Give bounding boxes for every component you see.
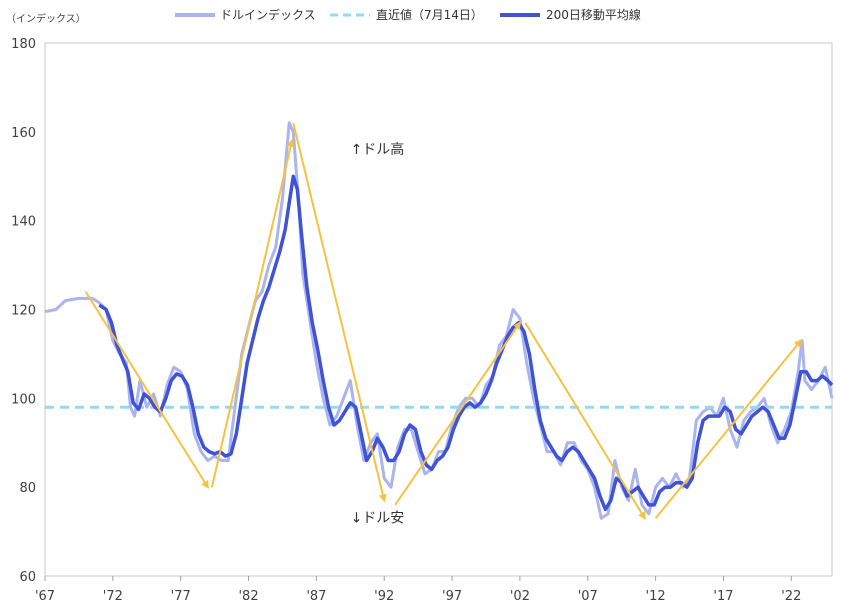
x-tick-label: '82 xyxy=(238,589,258,604)
x-tick-label: '67 xyxy=(35,589,55,604)
trend-arrow xyxy=(654,339,803,519)
x-tick-label: '77 xyxy=(171,589,191,604)
trend-arrows xyxy=(84,122,803,520)
trend-arrow xyxy=(84,291,209,489)
plot-area xyxy=(44,42,833,577)
y-tick-label: 100 xyxy=(11,392,36,407)
y-axis-unit-label: （インデックス） xyxy=(6,12,86,25)
series-line-moving-average xyxy=(98,174,834,512)
y-tick-label: 120 xyxy=(11,304,36,319)
legend: ドルインデックス 直近値（7月14日） 200日移動平均線 xyxy=(175,7,641,22)
trend-arrow xyxy=(394,321,522,506)
series-layer xyxy=(44,121,834,520)
x-tick-label: '07 xyxy=(578,589,598,604)
trend-arrow xyxy=(524,322,646,520)
y-tick-label: 80 xyxy=(19,481,36,496)
x-tick-label: '87 xyxy=(306,589,326,604)
trend-arrow xyxy=(292,122,387,503)
y-tick-label: 140 xyxy=(11,215,36,230)
legend-label-moving-average: 200日移動平均線 xyxy=(546,7,641,22)
x-tick-label: '02 xyxy=(510,589,530,604)
annotations: ↑ドル高 ↓ドル安 xyxy=(351,141,405,527)
axes: 60 80 100 120 140 160 180 '67 '72 '77 '82 '87 '92 '97… xyxy=(11,37,801,604)
x-tick-label: '22 xyxy=(781,589,801,604)
x-tick-label: '72 xyxy=(103,589,123,604)
y-tick-label: 180 xyxy=(11,37,36,52)
trend-arrow xyxy=(210,138,295,488)
y-tick-label: 160 xyxy=(11,126,36,141)
annotation-label: ↑ドル高 xyxy=(351,141,405,158)
x-tick-label: '17 xyxy=(713,589,733,604)
x-tick-label: '92 xyxy=(374,589,394,604)
y-tick-label: 60 xyxy=(19,570,36,585)
annotation-label: ↓ドル安 xyxy=(351,511,405,527)
x-tick-label: '97 xyxy=(442,589,462,604)
legend-label-dollar-index: ドルインデックス xyxy=(220,7,316,22)
x-tick-label: '12 xyxy=(646,589,666,604)
legend-label-latest-value: 直近値（7月14日） xyxy=(376,7,483,22)
